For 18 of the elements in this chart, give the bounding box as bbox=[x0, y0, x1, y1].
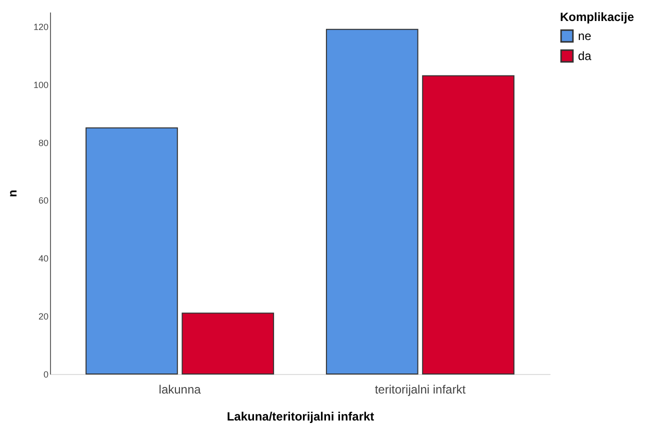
bar bbox=[326, 28, 418, 374]
bar bbox=[86, 127, 178, 374]
y-tick-label: 40 bbox=[38, 254, 48, 264]
y-tick-label: 80 bbox=[38, 138, 48, 148]
y-tick-label: 100 bbox=[33, 80, 48, 90]
legend-label: da bbox=[578, 49, 592, 63]
x-tick-label: lakunna bbox=[158, 382, 202, 396]
bar bbox=[182, 312, 274, 374]
legend-title: Komplikacije bbox=[560, 10, 634, 24]
y-tick-label: 60 bbox=[38, 196, 48, 206]
bar bbox=[422, 75, 514, 374]
x-axis-title: Lakuna/teritorijalni infarkt bbox=[226, 410, 374, 424]
y-tick-label: 120 bbox=[33, 22, 48, 32]
x-tick-label: teritorijalni infarkt bbox=[374, 382, 466, 396]
legend-label: ne bbox=[578, 29, 592, 43]
y-tick-label: 20 bbox=[38, 312, 48, 322]
y-tick-label: 0 bbox=[43, 370, 48, 380]
y-axis-title: n bbox=[5, 190, 20, 198]
